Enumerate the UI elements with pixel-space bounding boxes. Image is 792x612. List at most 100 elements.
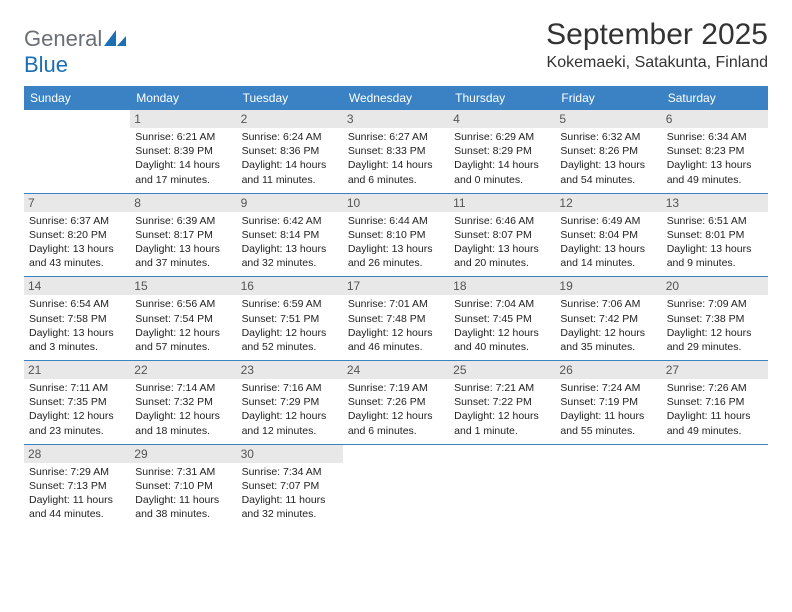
- dow-cell: Tuesday: [237, 86, 343, 110]
- day-cell: 24Sunrise: 7:19 AMSunset: 7:26 PMDayligh…: [343, 361, 449, 444]
- day-cell: 30Sunrise: 7:34 AMSunset: 7:07 PMDayligh…: [237, 445, 343, 528]
- day-cell: 11Sunrise: 6:46 AMSunset: 8:07 PMDayligh…: [449, 194, 555, 277]
- day-cell: 8Sunrise: 6:39 AMSunset: 8:17 PMDaylight…: [130, 194, 236, 277]
- day-line: and 46 minutes.: [348, 340, 444, 354]
- day-cell: 27Sunrise: 7:26 AMSunset: 7:16 PMDayligh…: [662, 361, 768, 444]
- day-line: and 9 minutes.: [667, 256, 763, 270]
- day-line: and 0 minutes.: [454, 173, 550, 187]
- day-line: Sunset: 7:07 PM: [242, 479, 338, 493]
- day-number: 12: [555, 194, 661, 212]
- day-line: Sunrise: 7:14 AM: [135, 381, 231, 395]
- day-line: Daylight: 14 hours: [348, 158, 444, 172]
- dow-cell: Friday: [555, 86, 661, 110]
- day-number: 18: [449, 277, 555, 295]
- day-number: 20: [662, 277, 768, 295]
- day-line: Sunset: 7:35 PM: [29, 395, 125, 409]
- day-line: Sunrise: 7:21 AM: [454, 381, 550, 395]
- day-line: Sunrise: 7:29 AM: [29, 465, 125, 479]
- day-line: Daylight: 13 hours: [29, 326, 125, 340]
- day-line: Daylight: 12 hours: [454, 326, 550, 340]
- day-number: 4: [449, 110, 555, 128]
- day-line: Sunset: 7:58 PM: [29, 312, 125, 326]
- day-line: and 32 minutes.: [242, 256, 338, 270]
- week-row: 28Sunrise: 7:29 AMSunset: 7:13 PMDayligh…: [24, 445, 768, 528]
- day-line: Daylight: 12 hours: [135, 409, 231, 423]
- day-number: 27: [662, 361, 768, 379]
- day-number: 13: [662, 194, 768, 212]
- day-line: Daylight: 13 hours: [667, 158, 763, 172]
- day-line: Sunrise: 7:04 AM: [454, 297, 550, 311]
- day-line: Daylight: 11 hours: [135, 493, 231, 507]
- day-number: 30: [237, 445, 343, 463]
- week-row: 7Sunrise: 6:37 AMSunset: 8:20 PMDaylight…: [24, 194, 768, 278]
- day-line: Sunset: 8:20 PM: [29, 228, 125, 242]
- day-cell: 15Sunrise: 6:56 AMSunset: 7:54 PMDayligh…: [130, 277, 236, 360]
- header: General Blue September 2025 Kokemaeki, S…: [24, 18, 768, 78]
- day-cell: 29Sunrise: 7:31 AMSunset: 7:10 PMDayligh…: [130, 445, 236, 528]
- week-row: 1Sunrise: 6:21 AMSunset: 8:39 PMDaylight…: [24, 110, 768, 194]
- day-line: Daylight: 11 hours: [560, 409, 656, 423]
- day-cell: 12Sunrise: 6:49 AMSunset: 8:04 PMDayligh…: [555, 194, 661, 277]
- day-line: Sunrise: 6:42 AM: [242, 214, 338, 228]
- day-line: Daylight: 14 hours: [454, 158, 550, 172]
- logo-sail-icon: [104, 30, 126, 51]
- day-line: and 6 minutes.: [348, 424, 444, 438]
- day-line: and 12 minutes.: [242, 424, 338, 438]
- day-number: 17: [343, 277, 449, 295]
- day-cell: 21Sunrise: 7:11 AMSunset: 7:35 PMDayligh…: [24, 361, 130, 444]
- day-line: Sunrise: 6:29 AM: [454, 130, 550, 144]
- day-number: 24: [343, 361, 449, 379]
- day-line: Sunset: 7:16 PM: [667, 395, 763, 409]
- title-block: September 2025 Kokemaeki, Satakunta, Fin…: [546, 18, 768, 72]
- dow-cell: Monday: [130, 86, 236, 110]
- day-cell: 26Sunrise: 7:24 AMSunset: 7:19 PMDayligh…: [555, 361, 661, 444]
- day-line: Sunrise: 6:49 AM: [560, 214, 656, 228]
- day-line: and 26 minutes.: [348, 256, 444, 270]
- day-line: and 44 minutes.: [29, 507, 125, 521]
- logo-blue: Blue: [24, 52, 68, 77]
- day-cell: 28Sunrise: 7:29 AMSunset: 7:13 PMDayligh…: [24, 445, 130, 528]
- day-line: Sunrise: 6:56 AM: [135, 297, 231, 311]
- dow-cell: Saturday: [662, 86, 768, 110]
- day-line: Daylight: 13 hours: [454, 242, 550, 256]
- day-cell: 16Sunrise: 6:59 AMSunset: 7:51 PMDayligh…: [237, 277, 343, 360]
- day-line: Sunrise: 7:34 AM: [242, 465, 338, 479]
- day-cell: 17Sunrise: 7:01 AMSunset: 7:48 PMDayligh…: [343, 277, 449, 360]
- day-line: Daylight: 13 hours: [560, 158, 656, 172]
- day-number: 29: [130, 445, 236, 463]
- day-line: and 23 minutes.: [29, 424, 125, 438]
- day-line: and 20 minutes.: [454, 256, 550, 270]
- day-line: Daylight: 12 hours: [454, 409, 550, 423]
- day-line: Sunrise: 7:24 AM: [560, 381, 656, 395]
- day-line: Sunrise: 6:46 AM: [454, 214, 550, 228]
- day-cell: 25Sunrise: 7:21 AMSunset: 7:22 PMDayligh…: [449, 361, 555, 444]
- day-line: Daylight: 13 hours: [242, 242, 338, 256]
- day-line: and 55 minutes.: [560, 424, 656, 438]
- day-line: Sunset: 8:01 PM: [667, 228, 763, 242]
- day-line: Sunset: 7:54 PM: [135, 312, 231, 326]
- day-cell: 1Sunrise: 6:21 AMSunset: 8:39 PMDaylight…: [130, 110, 236, 193]
- day-number: 10: [343, 194, 449, 212]
- day-line: Sunrise: 7:19 AM: [348, 381, 444, 395]
- logo-general: General: [24, 26, 102, 51]
- day-line: Sunrise: 6:37 AM: [29, 214, 125, 228]
- day-line: and 3 minutes.: [29, 340, 125, 354]
- day-cell: [24, 110, 130, 193]
- day-line: Sunset: 8:07 PM: [454, 228, 550, 242]
- day-line: and 32 minutes.: [242, 507, 338, 521]
- day-line: Sunset: 8:14 PM: [242, 228, 338, 242]
- day-cell: 3Sunrise: 6:27 AMSunset: 8:33 PMDaylight…: [343, 110, 449, 193]
- day-line: Sunset: 8:10 PM: [348, 228, 444, 242]
- day-cell: 5Sunrise: 6:32 AMSunset: 8:26 PMDaylight…: [555, 110, 661, 193]
- day-cell: 10Sunrise: 6:44 AMSunset: 8:10 PMDayligh…: [343, 194, 449, 277]
- day-number: 21: [24, 361, 130, 379]
- day-line: Sunset: 7:45 PM: [454, 312, 550, 326]
- day-line: and 43 minutes.: [29, 256, 125, 270]
- day-line: and 57 minutes.: [135, 340, 231, 354]
- day-line: Daylight: 14 hours: [242, 158, 338, 172]
- day-number: 28: [24, 445, 130, 463]
- day-line: Sunrise: 6:39 AM: [135, 214, 231, 228]
- day-cell: [343, 445, 449, 528]
- day-cell: [662, 445, 768, 528]
- day-line: Daylight: 12 hours: [667, 326, 763, 340]
